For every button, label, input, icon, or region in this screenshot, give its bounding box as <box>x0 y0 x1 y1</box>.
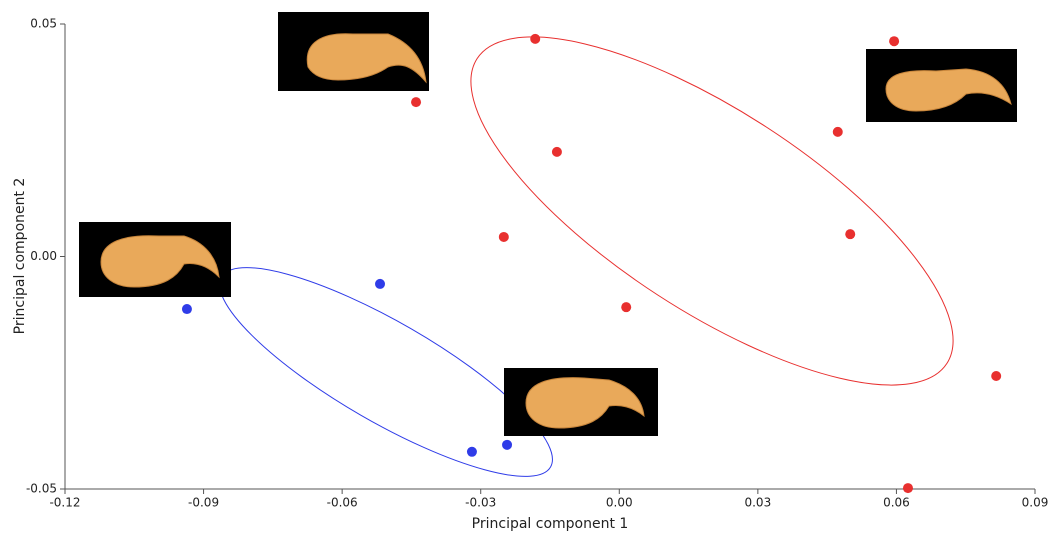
y-axis-title: Principal component 2 <box>12 178 28 335</box>
claw-photo <box>278 12 429 91</box>
point <box>552 147 562 157</box>
point <box>845 229 855 239</box>
claw-photo <box>866 49 1017 122</box>
point <box>903 483 913 493</box>
point <box>467 447 477 457</box>
point <box>530 34 540 44</box>
y-tick-label: 0.05 <box>30 17 57 31</box>
x-tick-label: -0.03 <box>465 496 496 510</box>
y-tick-label: -0.05 <box>26 482 57 496</box>
point <box>621 302 631 312</box>
claw-photo <box>504 368 658 436</box>
x-axis-title: Principal component 1 <box>472 516 629 532</box>
x-tick-label: 0.09 <box>1022 496 1049 510</box>
point <box>991 371 1001 381</box>
point <box>502 440 512 450</box>
x-tick-label: 0.00 <box>606 496 633 510</box>
claw-photo <box>79 222 231 297</box>
x-tick-label: -0.09 <box>188 496 219 510</box>
point <box>499 232 509 242</box>
x-tick-label: -0.06 <box>327 496 358 510</box>
point <box>375 279 385 289</box>
x-tick-label: 0.03 <box>744 496 771 510</box>
point <box>411 97 421 107</box>
y-tick-label: 0.00 <box>30 249 57 263</box>
chart: Principal component 1 Principal componen… <box>0 0 1062 533</box>
x-tick-label: -0.12 <box>49 496 80 510</box>
x-tick-label: 0.06 <box>883 496 910 510</box>
point <box>182 304 192 314</box>
point <box>833 127 843 137</box>
point <box>889 36 899 46</box>
